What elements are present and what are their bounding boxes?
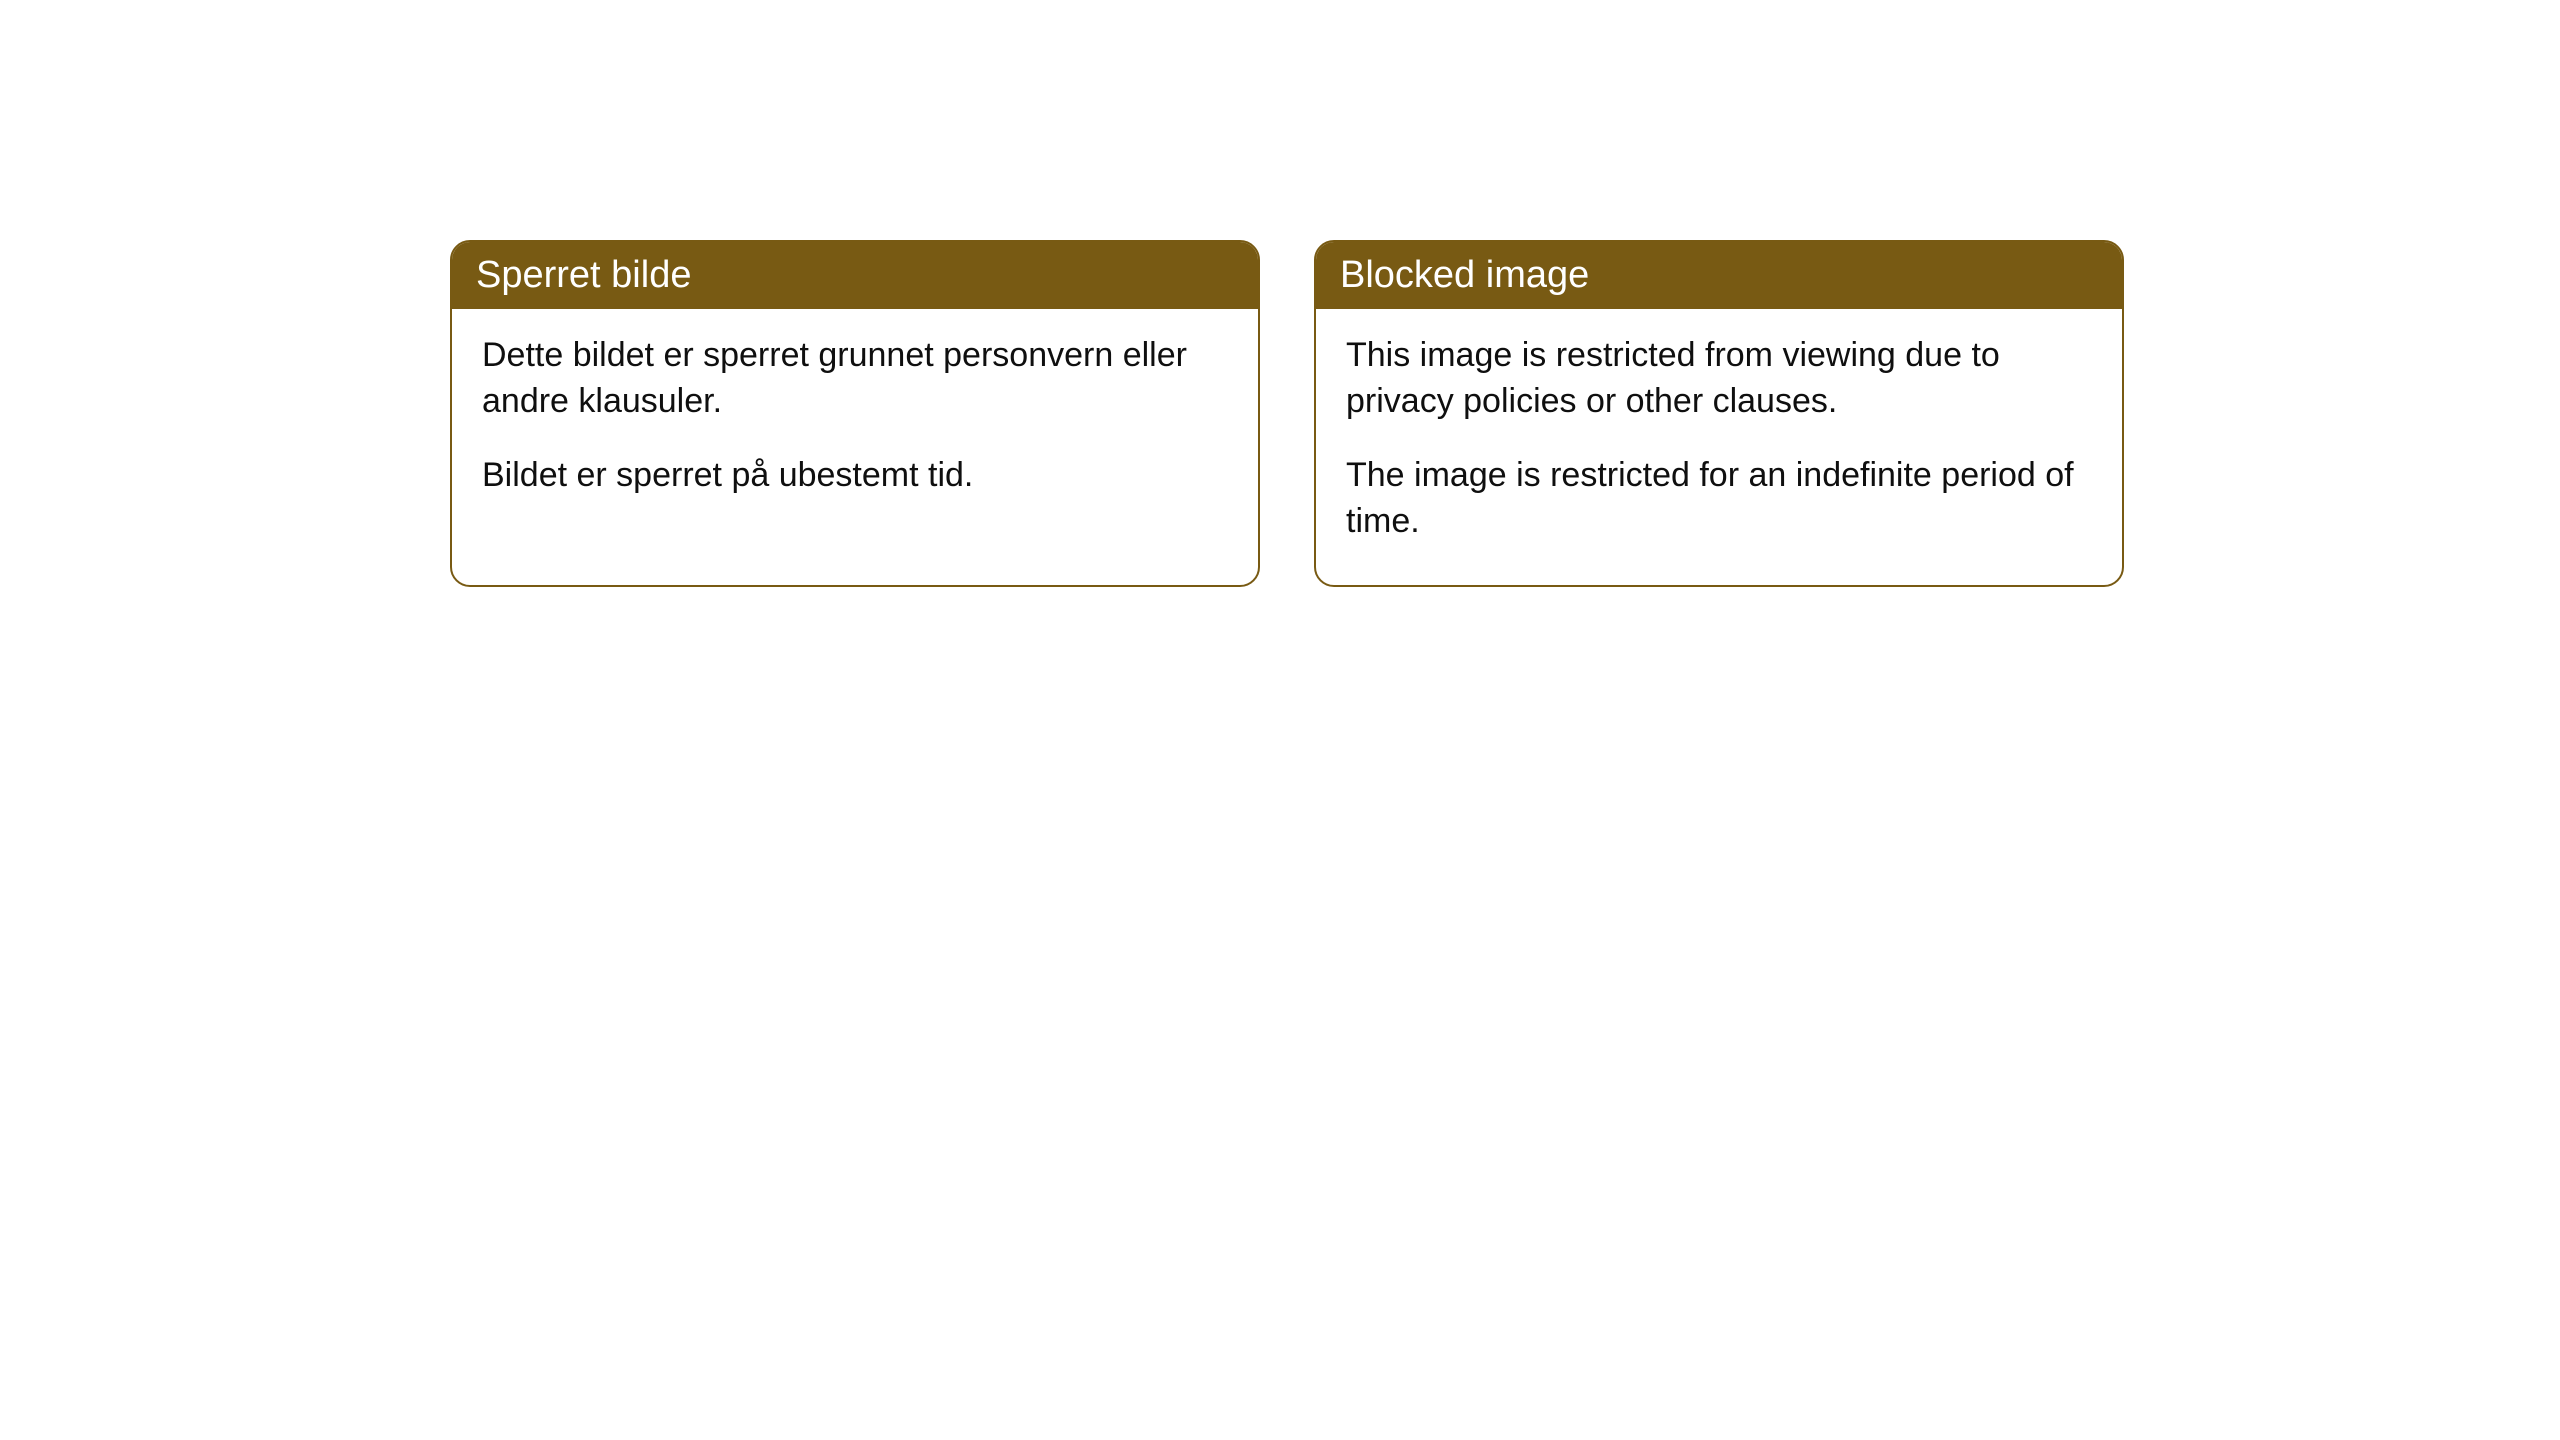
card-body-english: This image is restricted from viewing du… bbox=[1316, 309, 2122, 585]
card-title-norwegian: Sperret bilde bbox=[476, 254, 691, 296]
card-paragraph-2-english: The image is restricted for an indefinit… bbox=[1346, 453, 2092, 545]
notice-card-norwegian: Sperret bilde Dette bildet er sperret gr… bbox=[450, 240, 1260, 587]
card-title-english: Blocked image bbox=[1340, 254, 1589, 296]
card-paragraph-2-norwegian: Bildet er sperret på ubestemt tid. bbox=[482, 453, 1228, 499]
notice-cards-container: Sperret bilde Dette bildet er sperret gr… bbox=[450, 240, 2124, 587]
notice-card-english: Blocked image This image is restricted f… bbox=[1314, 240, 2124, 587]
card-header-english: Blocked image bbox=[1316, 242, 2122, 309]
card-header-norwegian: Sperret bilde bbox=[452, 242, 1258, 309]
card-paragraph-1-english: This image is restricted from viewing du… bbox=[1346, 333, 2092, 425]
card-paragraph-1-norwegian: Dette bildet er sperret grunnet personve… bbox=[482, 333, 1228, 425]
card-body-norwegian: Dette bildet er sperret grunnet personve… bbox=[452, 309, 1258, 539]
